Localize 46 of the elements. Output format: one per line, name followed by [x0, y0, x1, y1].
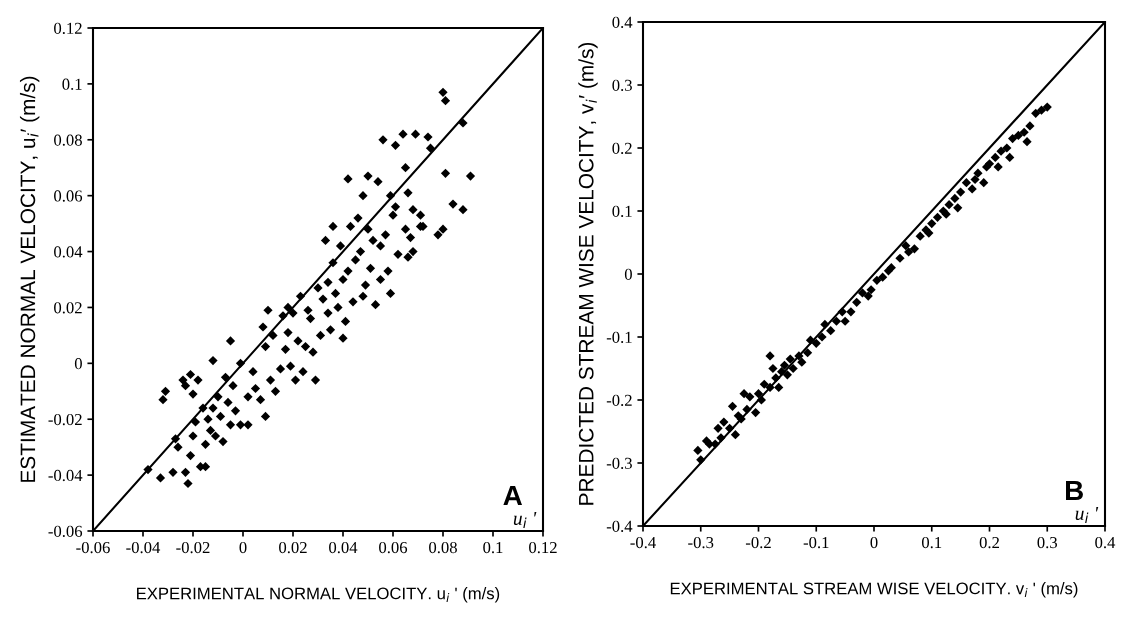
y-tick-label: -0.1 [606, 331, 632, 344]
y-tick-label: -0.02 [48, 413, 82, 426]
y-tick-label: -0.04 [48, 469, 83, 482]
y-tick-label: -0.3 [606, 457, 632, 470]
y-tick-label: 0.08 [54, 134, 82, 146]
y-tick-label: 0 [624, 268, 632, 280]
x-tick-label: 0.12 [529, 541, 557, 554]
annotation: B [1066, 480, 1083, 501]
x-tick-label: -0.06 [76, 541, 110, 554]
annotation: A [503, 486, 523, 506]
x-tick-label: 0.1 [921, 536, 942, 549]
annotation: u$_{i}$ ' [1075, 507, 1099, 523]
y-tick-label: 0.3 [612, 79, 632, 92]
x-tick-label: 0.04 [329, 541, 358, 554]
x-tick-label: -0.3 [688, 536, 714, 549]
x-tick-label: -0.1 [803, 536, 829, 549]
x-tick-label: 0 [870, 536, 878, 549]
y-tick-label: 0.02 [54, 302, 82, 314]
y-tick-label: 0.2 [612, 142, 632, 155]
y-tick-label: 0.06 [54, 190, 83, 202]
x-tick-label: 0.02 [279, 541, 307, 554]
y-tick-label: 0 [74, 358, 82, 370]
y-tick-label: -0.06 [48, 525, 83, 538]
x-tick-label: 0.2 [979, 536, 999, 549]
y-axis-title: ESTIMATED NORMAL VELOCITY, u$_{i}$′ (m/s) [19, 76, 40, 482]
x-tick-label: -0.02 [176, 541, 210, 554]
x-tick-label: -0.2 [745, 536, 771, 549]
y-tick-label: 0.12 [54, 22, 82, 35]
x-tick-label: -0.4 [630, 536, 656, 549]
x-tick-label: 0.08 [429, 541, 457, 554]
y-axis-title: PREDICTED STREAM WISE VELOCITY, v$_{i}$′ (m/s) [578, 42, 598, 505]
x-tick-label: 0.3 [1037, 536, 1058, 549]
x-axis-title: EXPERIMENTAL STREAM WISE VELOCITY. v$_{i}$ ' (m/s) [670, 582, 1078, 598]
x-tick-label: 0.4 [1095, 536, 1116, 549]
x-tick-label: 0 [239, 541, 247, 554]
y-tick-label: 0.4 [612, 16, 633, 29]
x-tick-label: 0.1 [483, 541, 503, 554]
y-tick-label: 0.04 [54, 246, 83, 258]
x-tick-label: -0.04 [126, 541, 161, 554]
y-tick-label: 0.1 [62, 78, 82, 90]
y-tick-label: 0.1 [612, 205, 632, 218]
y-tick-label: -0.2 [606, 394, 632, 407]
x-tick-label: 0.06 [379, 541, 408, 554]
annotation: u$_{i}$ ' [513, 512, 537, 528]
x-axis-title: EXPERIMENTAL NORMAL VELOCITY. u$_{i}$ ' (m/s) [137, 587, 500, 603]
y-tick-label: -0.4 [606, 520, 633, 533]
